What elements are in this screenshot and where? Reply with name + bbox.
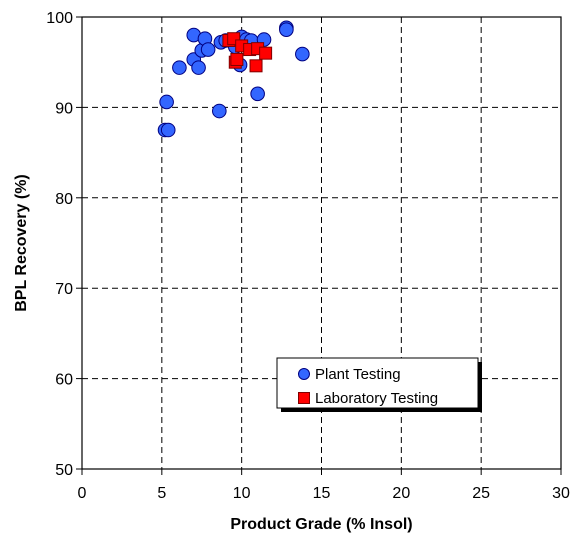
y-tick-label: 60 (55, 372, 73, 389)
y-tick-label: 90 (55, 100, 73, 117)
plant-testing-point (279, 22, 294, 37)
y-axis-title: BPL Recovery (%) (13, 174, 30, 312)
y-tick-label: 50 (55, 462, 73, 479)
grid (82, 17, 561, 469)
plant-testing-point (172, 60, 187, 75)
legend-label-plant-testing: Plant Testing (315, 366, 401, 383)
x-axis-title: Product Grade (% Insol) (230, 516, 412, 533)
legend: Plant Testing Laboratory Testing (276, 357, 482, 412)
plant-testing-point (250, 86, 265, 102)
x-tick-label: 0 (78, 485, 87, 502)
y-tick-label: 70 (55, 281, 73, 298)
plant-testing-point (160, 122, 176, 138)
laboratory-testing-point (230, 52, 244, 66)
y-tick-label: 80 (55, 191, 73, 208)
plant-testing-point (212, 103, 227, 119)
x-tick-label: 30 (552, 485, 570, 502)
x-tick-label: 15 (313, 485, 331, 502)
legend-marker-laboratory-testing (298, 392, 310, 404)
x-tick-label: 25 (472, 485, 490, 502)
plant-testing-point (191, 60, 206, 75)
data-markers (157, 20, 310, 138)
axis-ticks: 0 5 10 15 20 25 30 50 60 70 80 90 100 (46, 10, 570, 502)
y-tick-label: 100 (46, 10, 73, 27)
legend-box (276, 357, 479, 409)
x-tick-label: 20 (392, 485, 410, 502)
x-tick-label: 5 (157, 485, 166, 502)
laboratory-testing-point (249, 59, 263, 73)
legend-label-laboratory-testing: Laboratory Testing (315, 390, 438, 407)
x-tick-label: 10 (233, 485, 251, 502)
laboratory-testing-point (259, 46, 273, 60)
plant-testing-point (295, 46, 310, 62)
legend-marker-plant-testing (298, 368, 310, 380)
plant-testing-point (159, 94, 174, 110)
plant-testing-point (200, 42, 216, 57)
